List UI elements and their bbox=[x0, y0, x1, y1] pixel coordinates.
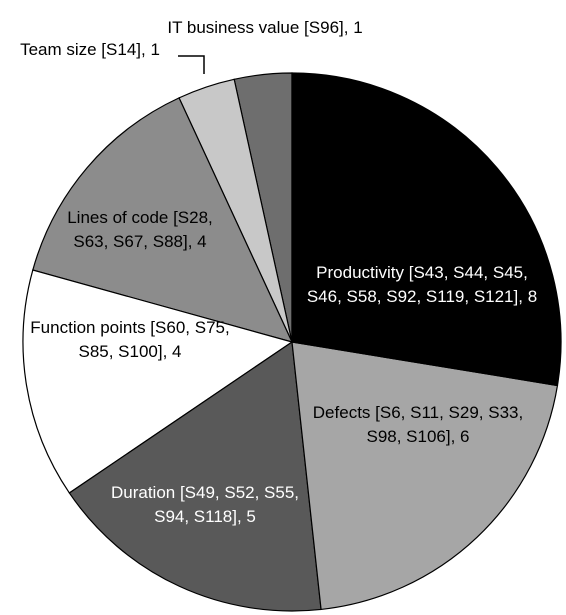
slice-label: Defects [S6, S11, S29, S33, S98, S106], … bbox=[308, 401, 528, 449]
category-label: IT business value [S96] bbox=[167, 18, 344, 37]
pie-slice bbox=[291, 341, 559, 611]
category-label: Function points [S60, S75, S85, S100] bbox=[30, 318, 230, 361]
slice-label: Productivity [S43, S44, S45, S46, S58, S… bbox=[302, 261, 542, 309]
pie-slice bbox=[68, 340, 322, 612]
slice-label: Function points [S60, S75, S85, S100], 4 bbox=[15, 316, 245, 364]
category-label: Team size [S14] bbox=[20, 40, 142, 59]
slice-label: Lines of code [S28, S63, S67, S88], 4 bbox=[55, 206, 225, 254]
value-label: , 6 bbox=[450, 427, 470, 446]
pie-slice bbox=[32, 97, 294, 343]
value-label: , 1 bbox=[343, 18, 363, 37]
category-label: Defects [S6, S11, S29, S33, S98, S106] bbox=[312, 403, 524, 446]
slice-label: IT business value [S96], 1 bbox=[155, 16, 375, 40]
value-label: , 4 bbox=[162, 342, 182, 361]
slice-label: Duration [S49, S52, S55, S94, S118], 5 bbox=[95, 481, 315, 529]
pie-slice bbox=[22, 269, 294, 494]
pie-slice bbox=[291, 72, 562, 387]
value-label: , 5 bbox=[236, 507, 256, 526]
value-label: , 1 bbox=[141, 40, 160, 59]
category-label: Lines of code [S28, S63, S67, S88] bbox=[67, 208, 213, 251]
slice-label: Team size [S14], 1 bbox=[0, 38, 180, 62]
leader-line bbox=[178, 55, 205, 74]
category-label: Duration [S49, S52, S55, S94, S118] bbox=[110, 483, 300, 526]
value-label: , 8 bbox=[518, 287, 538, 306]
category-label: Productivity [S43, S44, S45, S46, S58, S… bbox=[306, 263, 528, 306]
value-label: , 4 bbox=[187, 232, 207, 251]
